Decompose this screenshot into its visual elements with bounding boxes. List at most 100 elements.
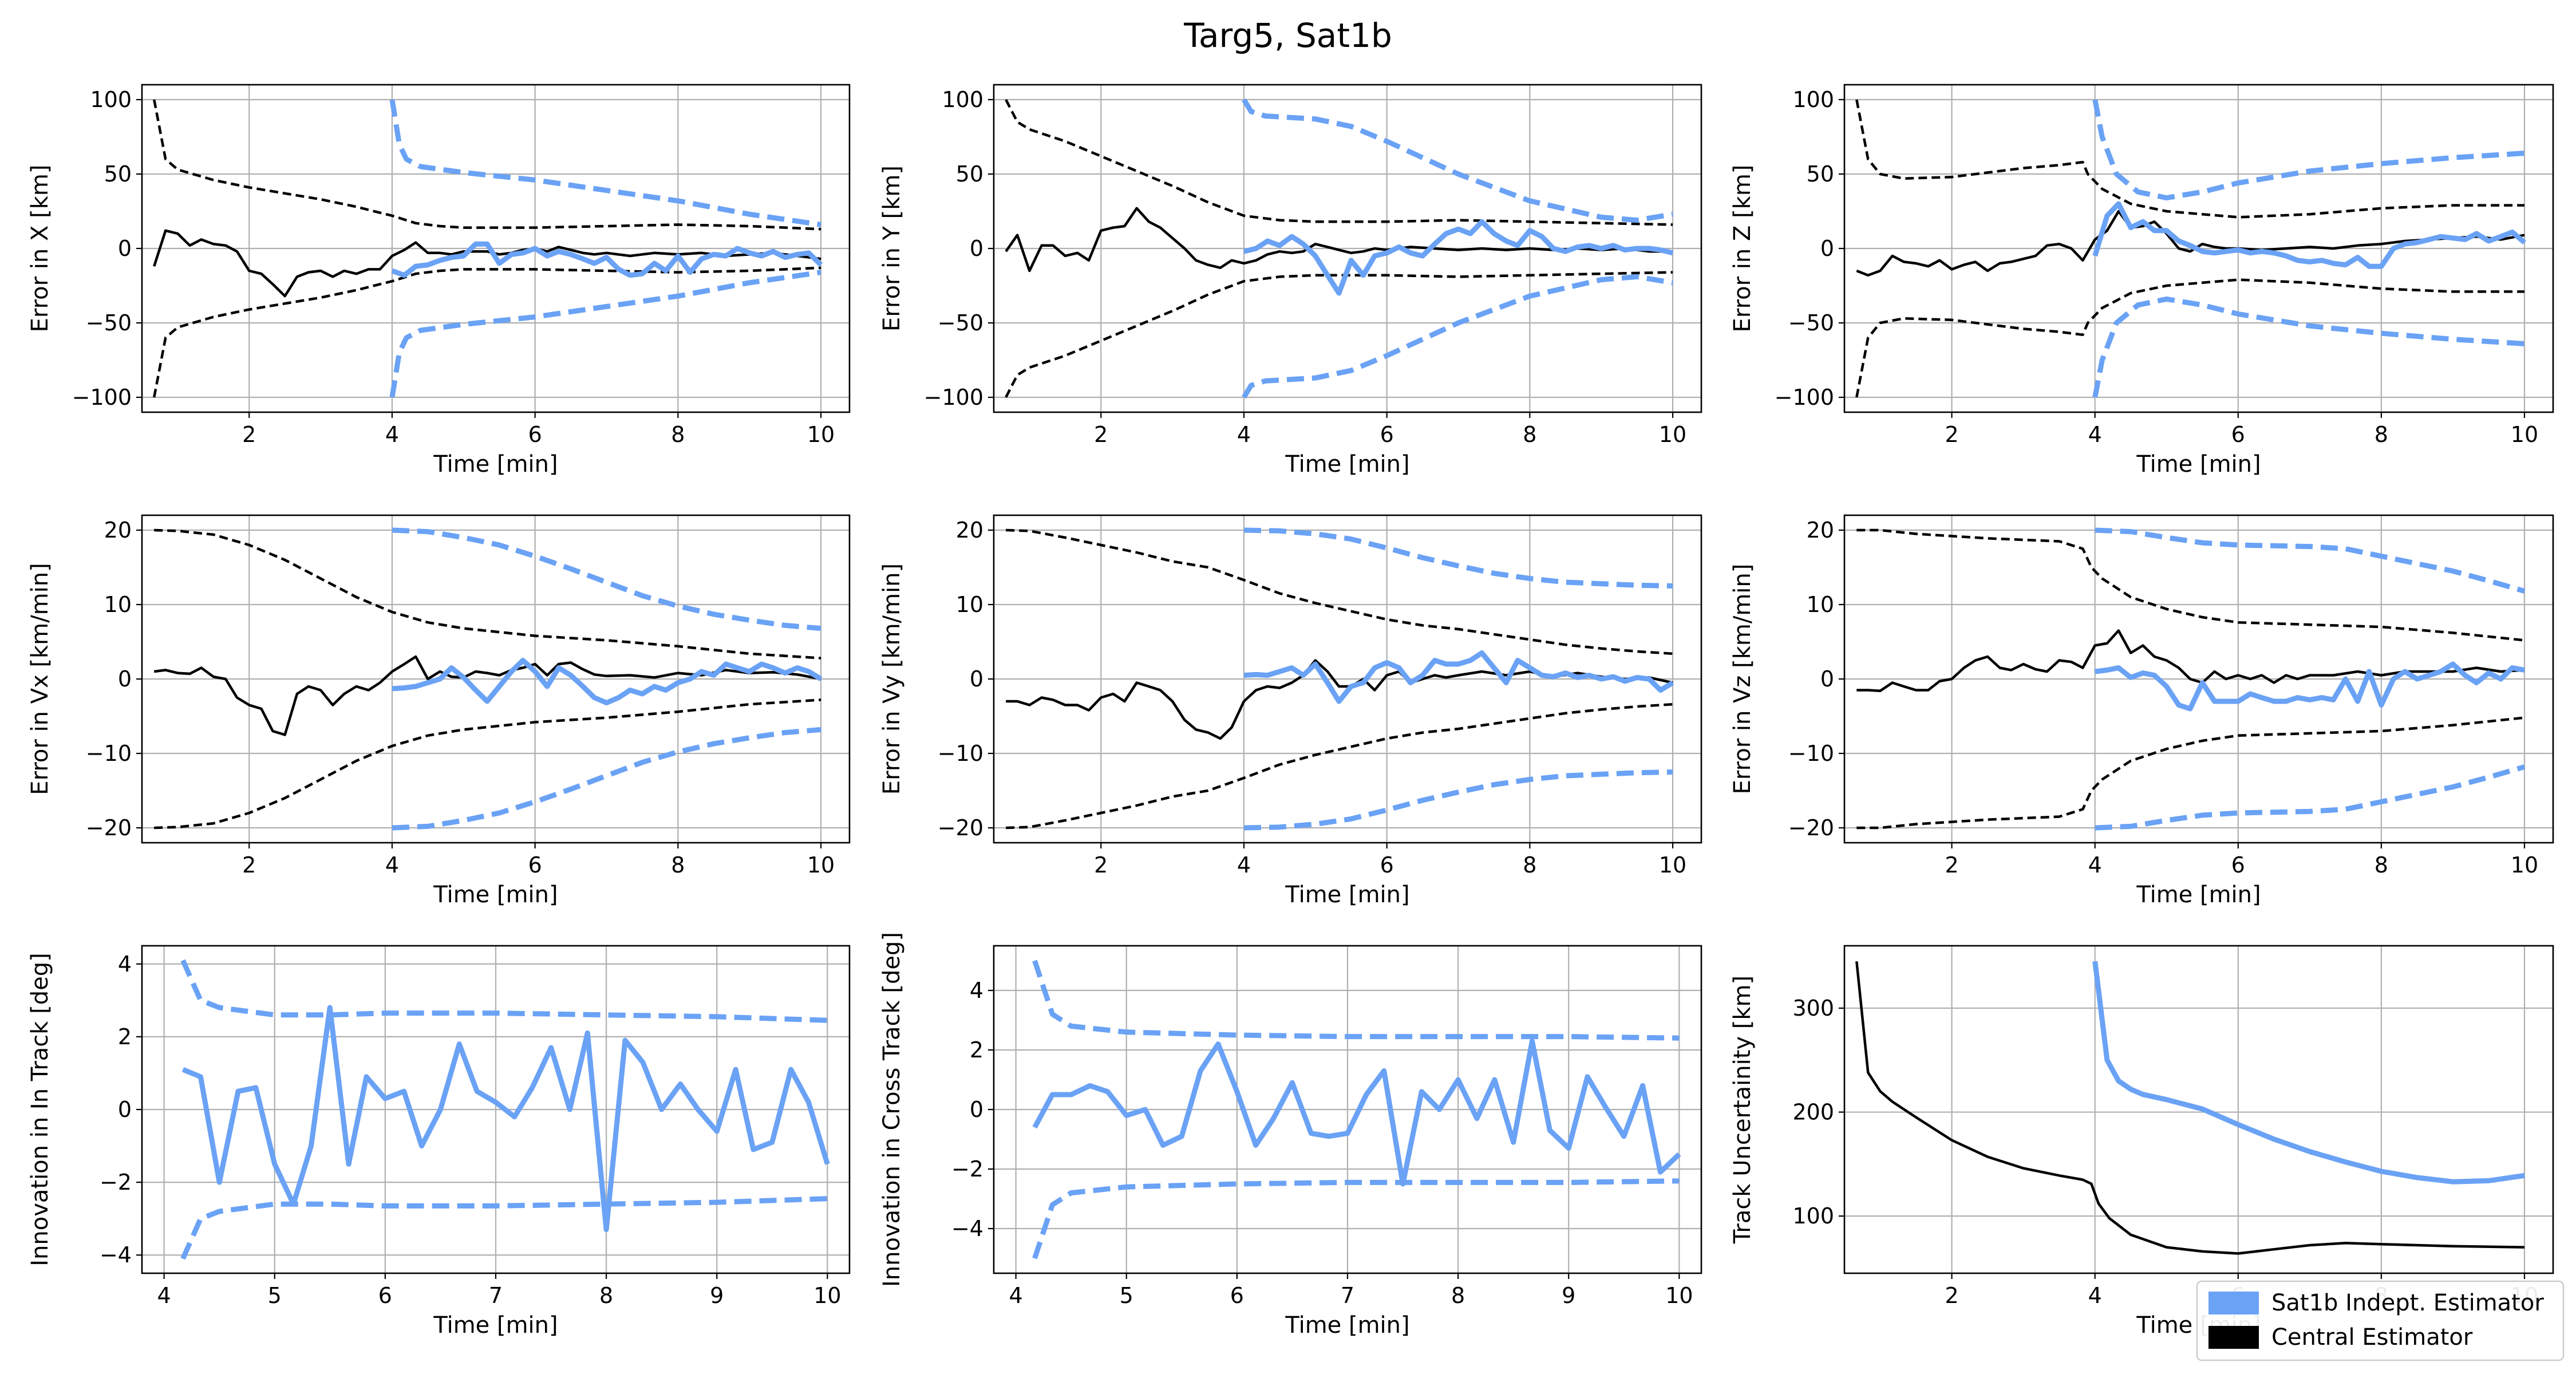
subplot-3: 2 4 6 8 10 −100 −50 0 50 100 Time [min] Error in Z … [1729, 84, 2554, 477]
x-tick-label: 4 [157, 1283, 171, 1308]
series-line-central-bound [1856, 716, 2525, 830]
axes-frame [993, 945, 1702, 1274]
series-line-sat1b-bound [389, 270, 821, 398]
x-tick-label: 4 [385, 422, 399, 447]
x-tick-label: 8 [671, 422, 685, 447]
series-line-sat1b-bound [2092, 296, 2525, 398]
x-tick-label: 2 [1094, 852, 1108, 878]
legend-swatch [2208, 1292, 2259, 1314]
x-tick-label: 9 [1562, 1283, 1575, 1308]
x-tick-label: 10 [813, 1283, 841, 1308]
y-tick-label: 4 [970, 978, 983, 1003]
subplot-9: 246810100200300Time [min]Track Uncertain… [1729, 945, 2554, 1339]
series-line-sat1b-indept-estimator [392, 658, 823, 706]
y-tick-label: 20 [956, 518, 983, 543]
legend-label: Central Estimator [2271, 1324, 2473, 1351]
series-line-central-bound [1006, 702, 1673, 830]
x-axis-label: Time [min] [433, 1312, 558, 1339]
series-line-sat1b-bound [1242, 274, 1673, 399]
x-axis-label: Time [min] [433, 451, 558, 477]
x-tick-label: 4 [385, 852, 399, 878]
subplot-5: 2 4 6 8 10 −20 −10 0 10 20 Time [min] Error in Vy [… [879, 514, 1702, 908]
y-axis-label: Innovation in In Track [deg] [27, 953, 53, 1266]
y-tick-label: −4 [951, 1216, 983, 1241]
y-tick-label: 50 [1807, 161, 1834, 187]
series-line-central-bound [1005, 98, 1673, 226]
y-tick-label: −50 [938, 310, 983, 335]
x-axis-label: Time [min] [1285, 451, 1409, 477]
y-tick-label: 4 [118, 951, 132, 977]
y-tick-label: 100 [942, 87, 983, 112]
series-line-central-bound [1855, 278, 2524, 398]
axes-frame [1843, 514, 2554, 844]
x-axis-label: Time [min] [2136, 451, 2261, 477]
x-tick-label: 8 [1523, 422, 1536, 447]
y-tick-label: −2 [951, 1156, 983, 1182]
y-tick-label: 10 [1807, 592, 1834, 617]
series-line-central-estimator [1856, 629, 2525, 693]
figure-title: Targ5, Sat1b [1184, 16, 1392, 55]
x-tick-label: 10 [1659, 422, 1686, 447]
y-tick-label: −50 [1788, 310, 1834, 335]
y-axis-label: Error in Vz [km/min] [1729, 564, 1756, 795]
x-tick-label: 8 [671, 852, 685, 878]
y-tick-label: −10 [938, 741, 983, 766]
x-tick-label: 8 [2374, 422, 2388, 447]
x-tick-label: 6 [528, 422, 542, 447]
axes-frame [141, 945, 851, 1274]
y-tick-label: −50 [86, 310, 132, 335]
series-line-sat1b-indept-estimator [2092, 201, 2526, 269]
x-tick-label: 4 [1009, 1283, 1023, 1308]
series-line-sat1b-indept-estimator [1243, 219, 1674, 296]
series-line-sat1b-bound [2095, 764, 2526, 831]
x-tick-label: 6 [1380, 852, 1394, 878]
series-line-sat1b-indept-estimator [1243, 650, 1674, 704]
x-tick-label: 6 [528, 852, 542, 878]
series-line-sat1b-indept-estimator [391, 241, 823, 278]
series-line-sat1b-bound [389, 99, 821, 227]
series-line-central-estimator [153, 229, 821, 298]
x-tick-label: 7 [489, 1283, 503, 1308]
series-line-sat1b-bound [2095, 527, 2526, 594]
x-tick-label: 2 [1945, 852, 1958, 878]
x-tick-label: 2 [242, 422, 256, 447]
y-axis-label: Error in Y [km] [879, 165, 905, 331]
y-tick-label: 20 [104, 518, 132, 543]
x-tick-label: 8 [1451, 1283, 1465, 1308]
series-line-central-bound [1006, 528, 1673, 656]
series-line-central-bound [154, 528, 821, 660]
x-tick-label: 10 [1659, 852, 1686, 878]
y-tick-label: −4 [100, 1242, 132, 1268]
x-tick-label: 6 [2231, 852, 2245, 878]
y-tick-label: −10 [1788, 741, 1834, 766]
series-line-central-bound [152, 99, 821, 231]
series-line-central-bound [154, 698, 821, 830]
series-line-central-bound [1855, 99, 2524, 219]
y-tick-label: 0 [118, 1097, 132, 1122]
series-line-central-estimator [1005, 207, 1673, 273]
y-axis-label: Error in Vy [km/min] [879, 563, 905, 795]
x-tick-label: 4 [1237, 422, 1251, 447]
x-tick-label: 2 [1094, 422, 1108, 447]
x-tick-label: 10 [1665, 1283, 1693, 1308]
x-tick-label: 4 [2088, 852, 2102, 878]
y-tick-label: 10 [104, 592, 132, 617]
subplot-7: 4 5 6 7 8 9 10 −4 −2 0 2 4 Time [min] Innovation in I… [27, 945, 851, 1339]
axes-frame [1843, 945, 2554, 1274]
x-tick-label: 9 [710, 1283, 724, 1308]
y-tick-label: 0 [970, 1097, 983, 1122]
x-tick-label: 4 [1237, 852, 1251, 878]
y-tick-label: −2 [100, 1170, 132, 1195]
series-line-sat1b-bound [180, 959, 828, 1023]
y-tick-label: −20 [1788, 815, 1834, 840]
legend-swatch [2208, 1326, 2259, 1349]
x-tick-label: 6 [1380, 422, 1394, 447]
y-tick-label: −100 [72, 385, 132, 410]
series-line-sat1b-bound [2092, 99, 2525, 201]
x-tick-label: 10 [807, 422, 835, 447]
x-axis-label: Time [min] [2136, 882, 2261, 908]
x-tick-label: 10 [807, 852, 835, 878]
y-tick-label: −100 [1775, 385, 1834, 410]
x-tick-label: 5 [1120, 1283, 1133, 1308]
